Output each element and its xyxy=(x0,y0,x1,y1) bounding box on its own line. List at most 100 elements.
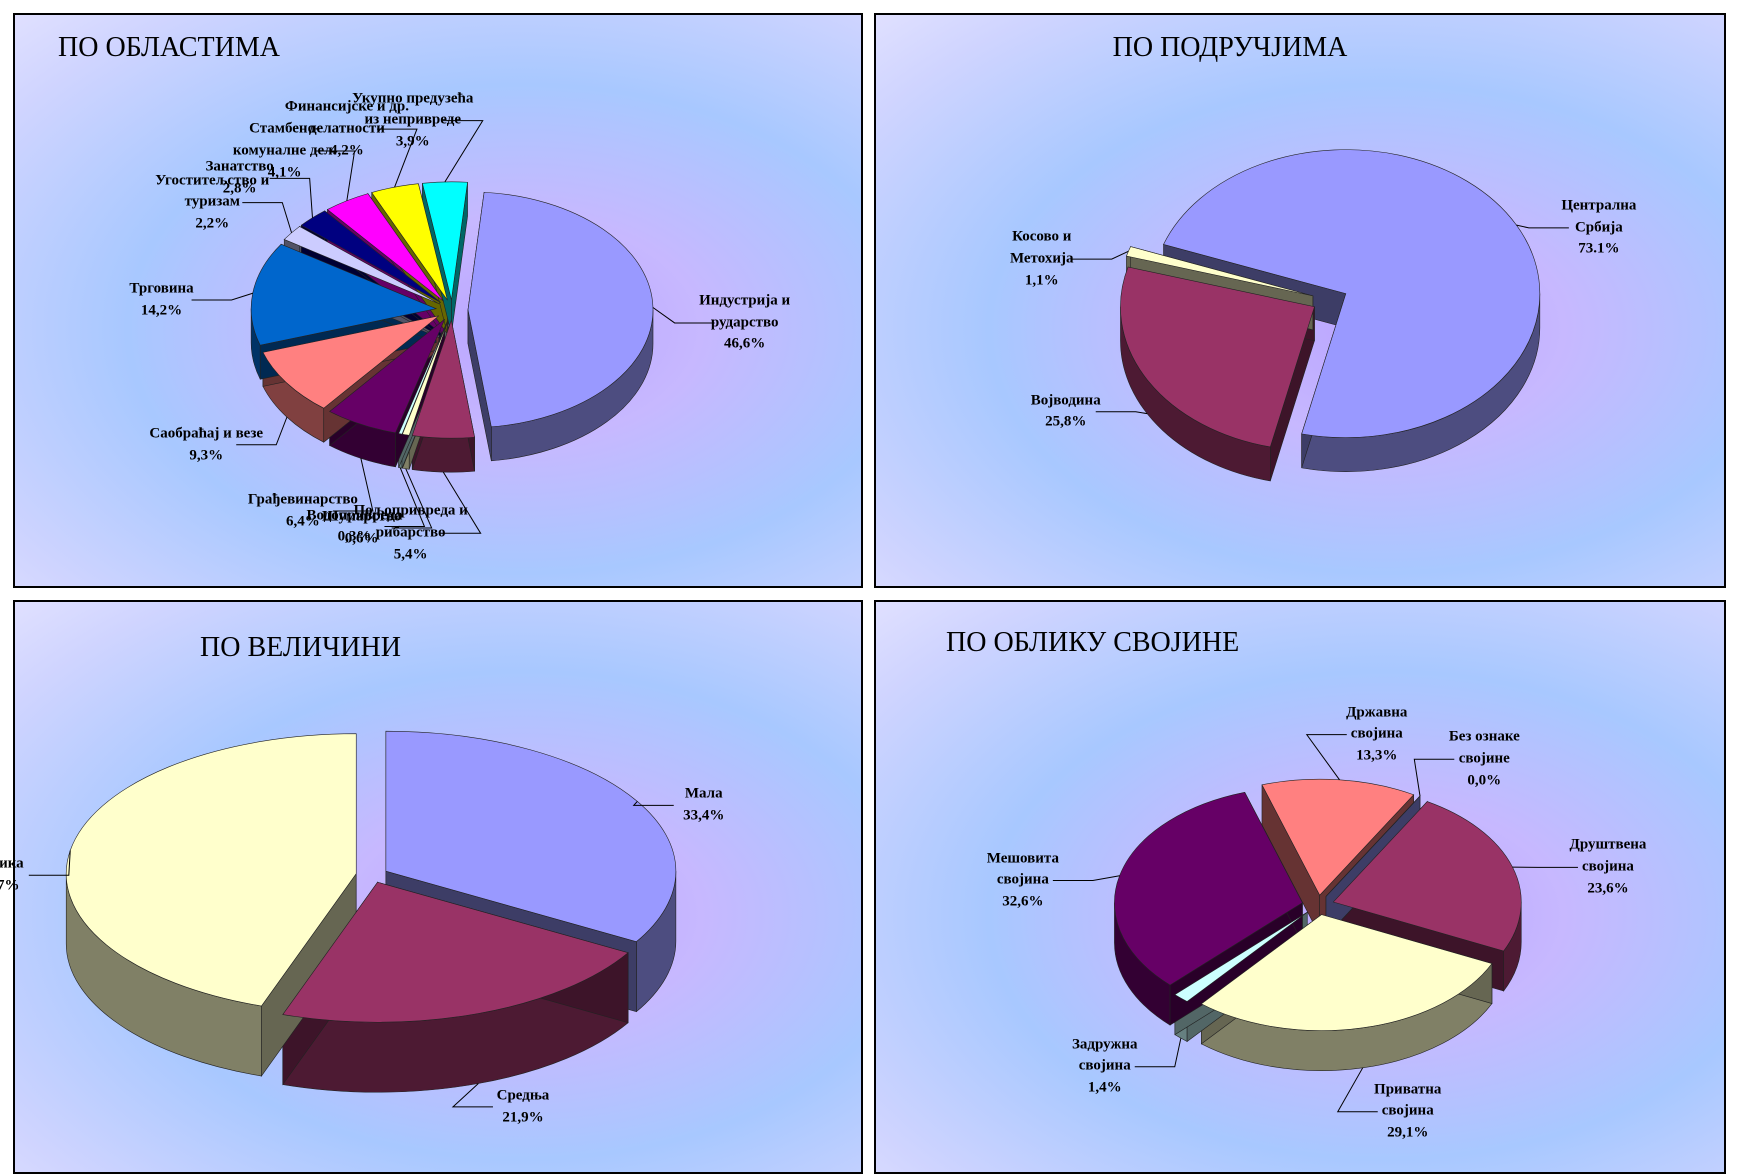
slice xyxy=(250,243,438,346)
leader-line xyxy=(314,150,356,201)
leader-line xyxy=(191,292,253,301)
leader-line xyxy=(376,128,418,188)
value-label: 25,8% xyxy=(1045,413,1087,430)
category-label: Саобраћај и везе xyxy=(149,425,264,442)
data-label: Војводина 25,8% xyxy=(1031,390,1101,434)
slice xyxy=(467,191,654,428)
slice xyxy=(282,881,629,1023)
category-label: Приватна својина xyxy=(1374,1081,1442,1119)
data-label: Друштвена својина 23,6% xyxy=(1570,835,1647,900)
value-label: 32,6% xyxy=(1002,893,1044,910)
chart-title: ПО ПОДРУЧЈИМА xyxy=(1112,32,1348,63)
slice xyxy=(1114,791,1303,986)
slice xyxy=(1261,778,1415,896)
leader-line xyxy=(384,467,426,528)
data-label: Државна својина 13,3% xyxy=(1346,702,1407,767)
slice xyxy=(326,193,444,302)
category-label: Централна Србија xyxy=(1561,197,1637,236)
value-label: 29,1% xyxy=(1387,1124,1429,1141)
slice xyxy=(1163,149,1541,438)
data-label: Угоститељство и туризам 2,2% xyxy=(155,170,269,235)
data-label: Мала 33,4% xyxy=(683,784,724,828)
leader-line xyxy=(451,1083,493,1108)
leader-line xyxy=(442,120,484,183)
leader-line xyxy=(28,850,71,876)
value-label: 2,2% xyxy=(195,215,230,232)
value-label: 4,2% xyxy=(330,141,364,158)
slice xyxy=(411,319,475,439)
leader-line xyxy=(1052,875,1120,882)
category-label: Финансијске и др. делатности xyxy=(284,98,409,137)
category-label: Мешовита својина xyxy=(986,849,1059,888)
value-label: 21,9% xyxy=(502,1108,544,1125)
slice xyxy=(329,318,446,434)
category-label: Средња xyxy=(496,1087,550,1104)
data-label: Финансијске и др. делатности 4,2% xyxy=(285,96,409,161)
data-label: Трговина 14,2% xyxy=(129,278,193,322)
category-label: Шумарство xyxy=(322,508,402,525)
category-label: Велика xyxy=(0,855,24,872)
value-label: 5,4% xyxy=(393,546,428,563)
slice xyxy=(1120,266,1315,448)
category-label: Војводина xyxy=(1030,391,1101,408)
value-label: 73.1% xyxy=(1578,240,1620,257)
leader-line xyxy=(440,471,482,534)
leader-line xyxy=(632,801,674,806)
category-label: Занатство xyxy=(205,158,274,175)
value-label: 33,4% xyxy=(683,807,725,824)
category-label: Мала xyxy=(684,785,723,802)
data-label: Укупно предузећа из непривреде 3,9% xyxy=(352,88,473,153)
category-label: Стамбено- комуналне дел. xyxy=(232,120,337,159)
data-label: Задружна својина 1,4% xyxy=(1072,1034,1137,1099)
leader-line xyxy=(1413,758,1455,797)
slice xyxy=(1332,801,1522,952)
data-label: Шумарство 0,6% xyxy=(322,506,401,550)
category-label: Косово и Метохија xyxy=(1009,228,1074,267)
leader-line xyxy=(332,458,374,512)
value-label: 1,1% xyxy=(1024,271,1059,288)
slice xyxy=(371,183,448,301)
leader-line xyxy=(652,307,715,324)
category-label: Пољопривреда и рибарство xyxy=(353,502,468,541)
leader-line xyxy=(1071,250,1129,260)
category-label: Задружна својина xyxy=(1071,1036,1138,1074)
value-label: 1,4% xyxy=(1087,1079,1122,1096)
data-label: Без ознаке својине 0,0% xyxy=(1449,727,1520,792)
slice xyxy=(1174,912,1308,1002)
value-label: 6,4% xyxy=(286,513,320,530)
value-label: 0,0% xyxy=(1467,772,1502,789)
slice xyxy=(402,319,449,436)
category-label: Водопривреда xyxy=(306,506,403,523)
leader-line xyxy=(242,202,293,233)
category-label: Грађевинарство xyxy=(247,491,358,508)
data-label: Водопривреда 0,3% xyxy=(307,505,403,549)
data-label: Централна Србија 73.1% xyxy=(1561,195,1636,260)
data-label: Грађевинарство 6,4% xyxy=(248,489,358,533)
value-label: 13,3% xyxy=(1356,747,1398,764)
chart-title: ПО ОБЛАСТИМА xyxy=(58,32,280,63)
value-label: 46,6% xyxy=(724,335,766,352)
slice xyxy=(1200,914,1493,1031)
leader-line xyxy=(1336,1067,1378,1113)
leader-line xyxy=(1516,224,1569,229)
leader-line xyxy=(236,416,288,446)
value-label: 44,7% xyxy=(0,877,20,894)
chart-title: ПО ОБЛИКУ СВОЈИНЕ xyxy=(946,627,1240,658)
value-label: 4,1% xyxy=(267,163,302,180)
data-label: Приватна својина 29,1% xyxy=(1374,1079,1441,1144)
data-label: Саобраћај и везе 9,3% xyxy=(149,423,263,467)
value-label: 3,9% xyxy=(395,133,430,150)
leader-line xyxy=(391,468,433,529)
category-label: Без ознаке својине xyxy=(1448,728,1520,767)
value-label: 23,6% xyxy=(1587,880,1629,897)
data-label: Пољопривреда и рибарство 5,4% xyxy=(353,501,467,566)
slice xyxy=(283,226,440,305)
value-label: 9,3% xyxy=(189,446,224,463)
category-label: Друштвена својина xyxy=(1569,836,1647,875)
slice xyxy=(1126,246,1313,297)
leader-line xyxy=(1305,734,1347,781)
value-label: 14,2% xyxy=(140,301,183,318)
chart-title: ПО ВЕЛИЧИНИ xyxy=(200,632,401,663)
slice xyxy=(398,319,449,435)
